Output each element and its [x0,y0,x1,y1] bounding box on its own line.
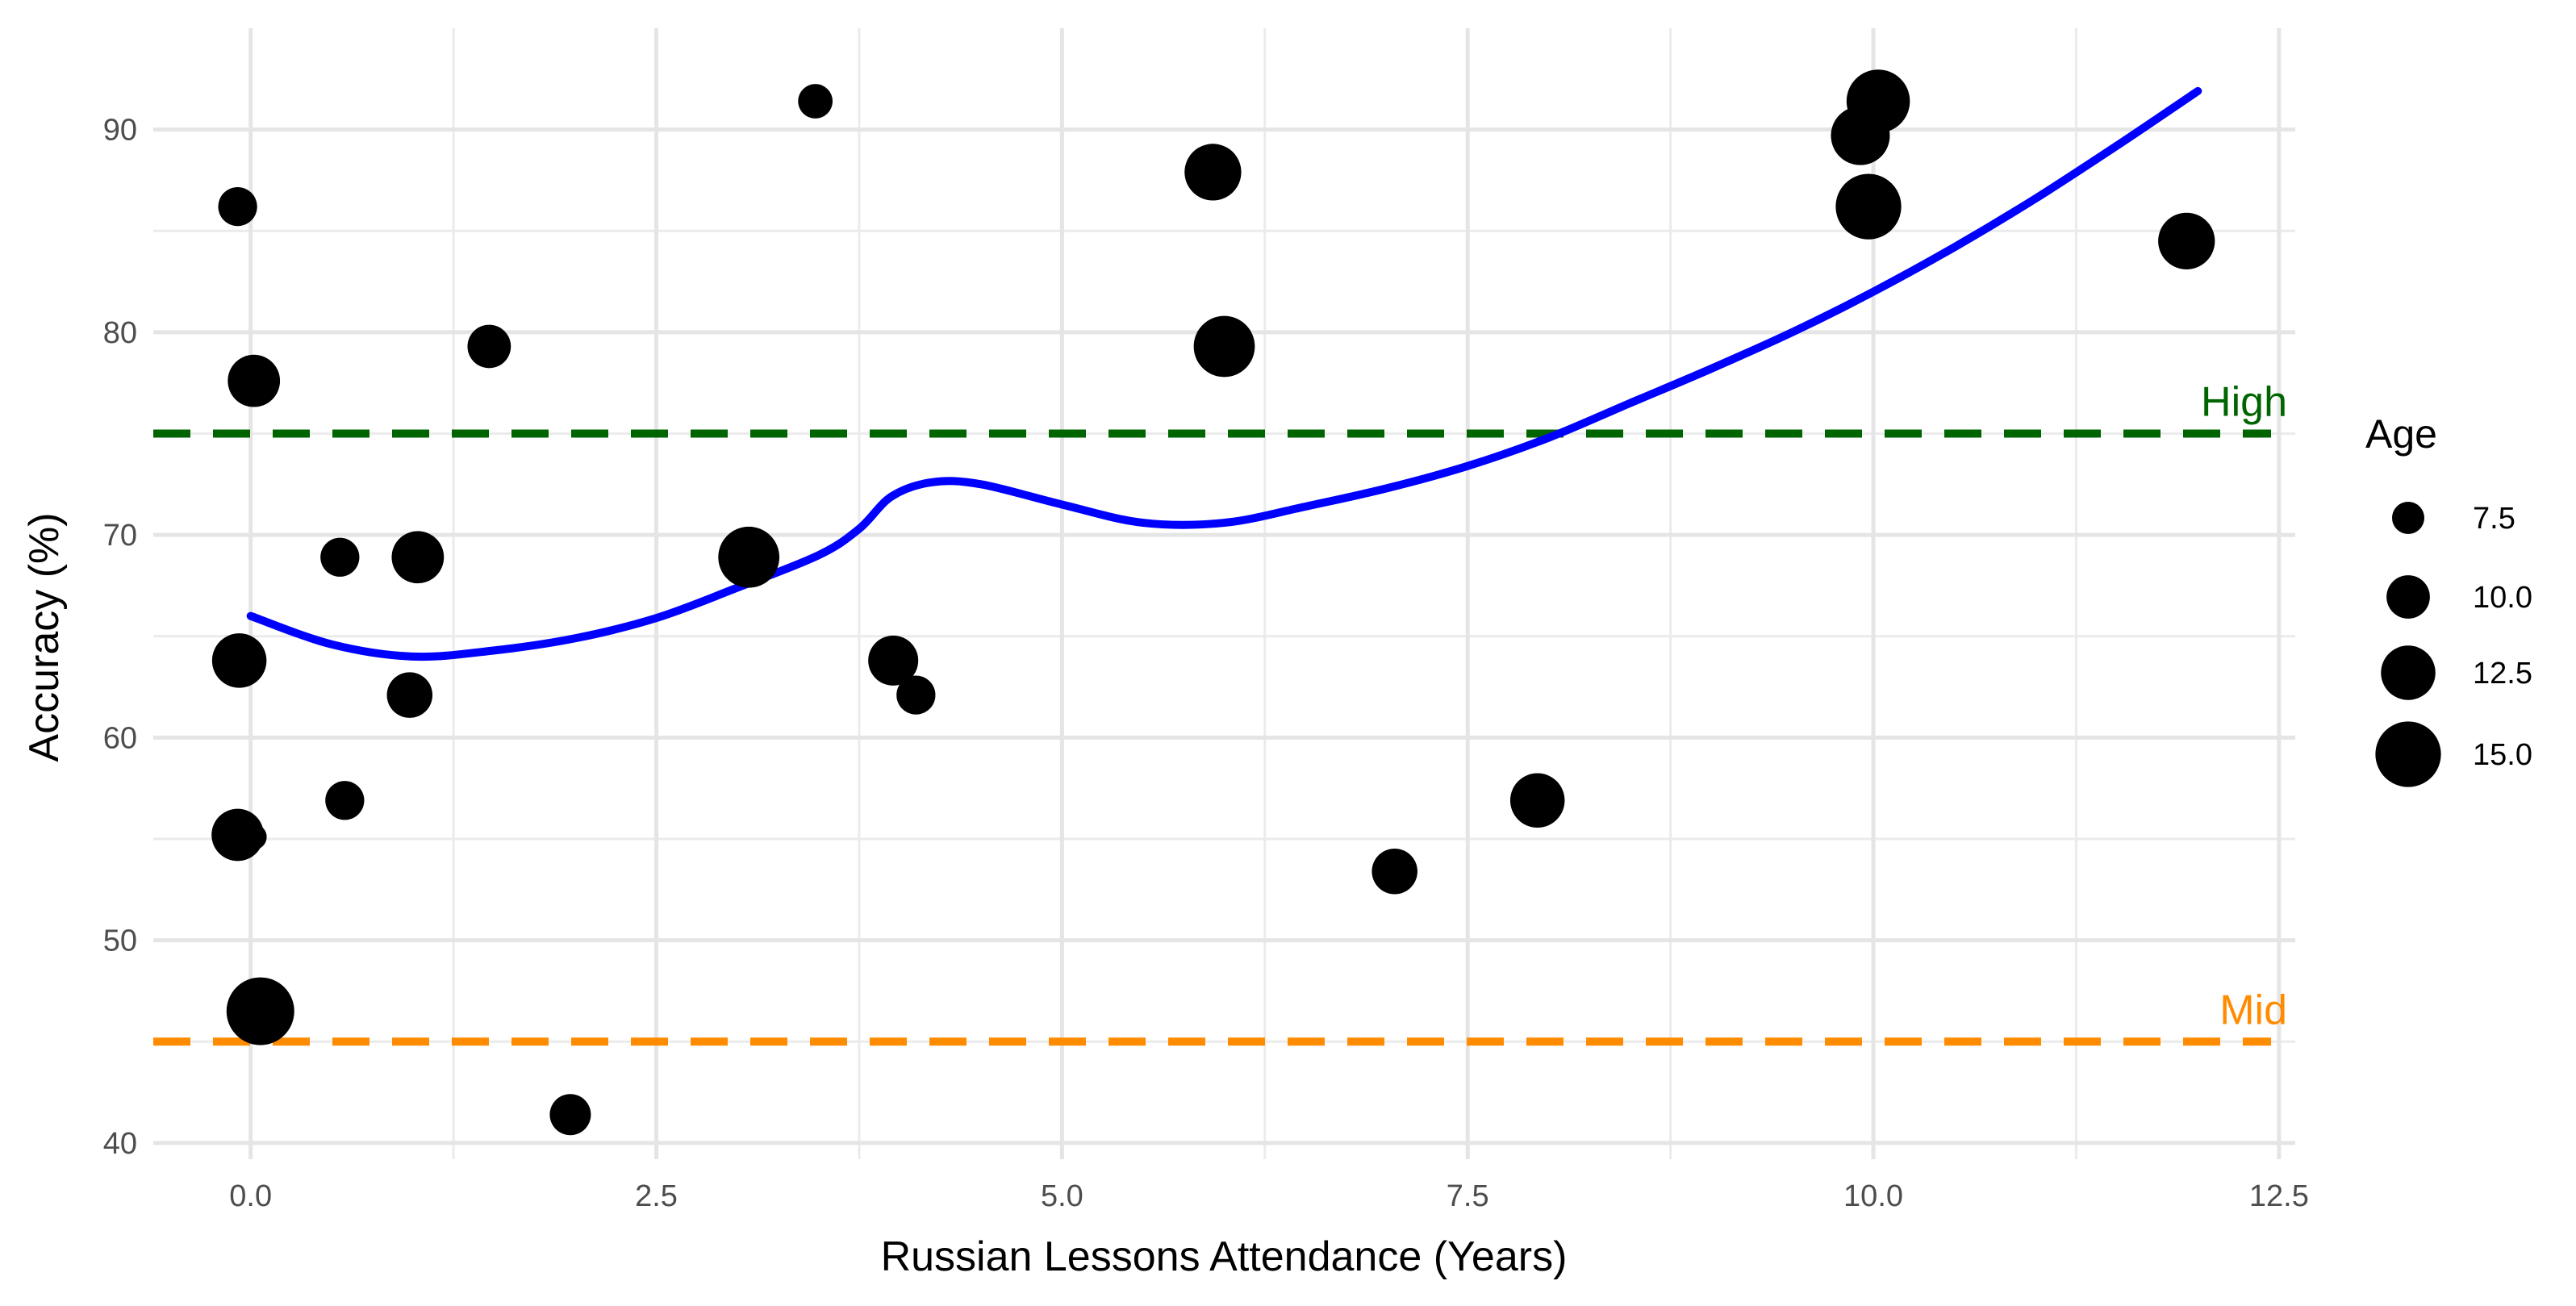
data-point [798,84,833,119]
data-point [718,526,780,588]
high-reference-label: High [2201,379,2287,426]
data-point [386,672,433,718]
y-tick-label: 50 [103,924,137,958]
y-tick-label: 70 [103,519,137,553]
legend-key-label: 10.0 [2473,581,2532,615]
data-point [325,781,365,820]
legend-key-label: 7.5 [2473,502,2515,536]
y-tick-label: 40 [103,1127,137,1161]
data-point [1846,69,1910,133]
data-point [467,324,511,369]
data-point [896,675,936,715]
data-point [1372,848,1417,895]
x-tick-label: 0.0 [229,1179,272,1213]
legend-key-label: 12.5 [2473,657,2532,691]
data-point [1193,315,1255,378]
minor-gridlines [153,28,2295,1159]
y-tick-label: 90 [103,114,137,148]
x-tick-label: 5.0 [1041,1179,1083,1213]
data-point [218,186,257,227]
x-tick-label: 12.5 [2249,1179,2309,1213]
data-point [320,537,360,577]
x-axis-title: Russian Lessons Attendance (Years) [881,1233,1568,1280]
data-point [228,359,273,403]
data-point [1184,144,1242,201]
legend-key-circle [2392,502,2424,534]
y-axis-title: Accuracy (%) [21,512,68,761]
data-point [1835,173,1902,240]
x-tick-label: 2.5 [635,1179,678,1213]
y-tick-label: 80 [103,316,137,350]
data-point [1509,773,1565,828]
data-point [240,824,267,850]
x-axis-ticks: 0.0 2.5 5.0 7.5 10.0 12.5 [229,1179,2309,1213]
y-axis-ticks: 40 50 60 70 80 90 [103,114,137,1161]
legend-key-label: 15.0 [2473,738,2532,772]
legend-title: Age [2365,411,2437,457]
y-tick-label: 60 [103,721,137,755]
x-tick-label: 7.5 [1447,1179,1489,1213]
data-point [549,1094,591,1136]
x-tick-label: 10.0 [1843,1179,1903,1213]
data-point [211,633,267,688]
reference-lines: High Mid [153,379,2287,1046]
data-point [868,635,919,686]
data-points [211,69,2215,1136]
data-point [2158,212,2215,269]
mid-reference-label: Mid [2219,987,2287,1033]
legend-key-circle [2386,575,2430,619]
data-point [226,977,294,1045]
data-point [391,531,445,584]
legend-key-circle [2375,721,2441,787]
legend-key-circle [2381,645,2436,700]
smooth-trend [246,86,2202,661]
smooth-trend-line [246,86,2202,661]
age-size-legend: Age 7.5 10.0 12.5 15.0 [2365,411,2532,787]
